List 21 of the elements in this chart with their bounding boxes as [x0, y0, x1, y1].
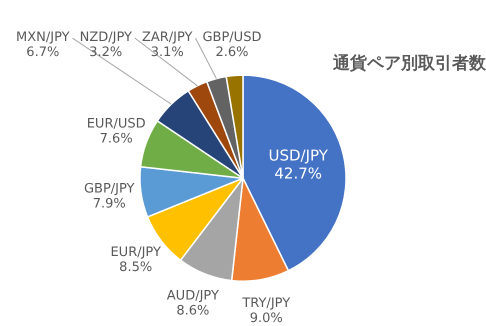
slice-label: GBP/USD: [202, 30, 262, 46]
data-label: 42.7%: [274, 164, 322, 182]
data-label: 7.9%: [92, 196, 126, 212]
data-label: 9.0%: [250, 311, 283, 326]
slice-label: USD/JPY: [268, 146, 329, 164]
data-label: 8.5%: [119, 260, 152, 276]
data-label: 7.6%: [100, 132, 133, 147]
data-label: 6.7%: [26, 45, 60, 60]
data-label: 3.1%: [150, 45, 184, 60]
slice-label: EUR/JPY: [110, 245, 161, 260]
slice-label: EUR/USD: [86, 116, 146, 132]
slice-label: NZD/JPY: [80, 30, 132, 46]
slice-label: GBP/JPY: [84, 181, 135, 196]
data-label: 8.6%: [176, 303, 210, 318]
slice-label: ZAR/JPY: [142, 30, 193, 46]
text: 通貨ペア別取引者数: [332, 54, 486, 74]
slice-label: TRY/JPY: [241, 296, 290, 312]
data-label: 3.2%: [89, 45, 122, 60]
data-label: 2.6%: [215, 45, 248, 60]
slice-label: AUD/JPY: [166, 288, 219, 304]
slice-label: MXN/JPY: [16, 30, 70, 46]
